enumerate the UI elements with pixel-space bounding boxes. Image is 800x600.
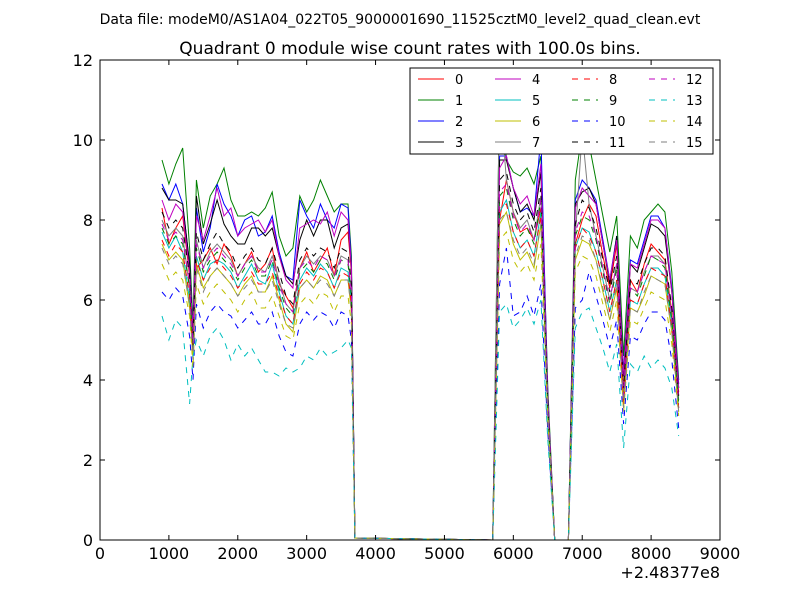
series-line-10 — [161, 247, 680, 541]
series-line-14 — [161, 230, 680, 541]
legend-label-13: 13 — [686, 94, 703, 109]
x-tick-label: 2000 — [217, 544, 258, 563]
series-line-11 — [161, 170, 680, 541]
legend-label-2: 2 — [455, 115, 463, 130]
legend-box — [409, 67, 714, 155]
series-line-1 — [161, 91, 680, 541]
y-tick-label: 12 — [73, 51, 93, 70]
series-line-15 — [161, 210, 680, 541]
legend-label-11: 11 — [609, 136, 626, 151]
legend-label-15: 15 — [686, 136, 703, 151]
series-line-4 — [161, 154, 680, 541]
axes-layer: 0 1000 2000 3000 4000 5000 6000 7000 8000 9000 0 2 4… — [73, 51, 741, 563]
series-line-5 — [161, 198, 680, 541]
series-line-2 — [161, 135, 680, 541]
x-tick-label: 0 — [95, 544, 105, 563]
legend-label-4: 4 — [532, 73, 540, 88]
x-tick-label: 3000 — [286, 544, 327, 563]
legend-label-0: 0 — [455, 73, 463, 88]
legend-label-7: 7 — [532, 136, 540, 151]
suptitle: Data file: modeM0/AS1A04_022T05_90000016… — [100, 12, 701, 28]
legend-label-1: 1 — [455, 94, 463, 109]
legend-label-10: 10 — [609, 115, 626, 130]
legend-label-6: 6 — [532, 115, 540, 130]
legend-label-14: 14 — [686, 115, 703, 130]
x-offset-label: +2.48377e8 — [620, 563, 720, 582]
y-tick-label: 10 — [73, 131, 93, 150]
legend-label-8: 8 — [609, 73, 617, 88]
legend-label-12: 12 — [686, 73, 703, 88]
y-tick-label: 4 — [83, 371, 93, 390]
series-line-3 — [161, 159, 680, 541]
y-tick-label: 6 — [83, 291, 93, 310]
legend-label-3: 3 — [455, 136, 463, 151]
series-layer — [161, 91, 680, 541]
x-tick-label: 5000 — [424, 544, 465, 563]
series-line-7 — [161, 91, 680, 541]
legend-label-9: 9 — [609, 94, 617, 109]
x-tick-label: 1000 — [149, 544, 190, 563]
x-tick-label: 9000 — [700, 544, 741, 563]
y-tick-label: 0 — [83, 531, 93, 550]
x-tick-label: 7000 — [562, 544, 603, 563]
x-tick-label: 4000 — [355, 544, 396, 563]
chart-title: Quadrant 0 module wise count rates with … — [179, 39, 640, 59]
y-tick-label: 2 — [83, 451, 93, 470]
series-line-13 — [161, 299, 680, 541]
series-line-9 — [161, 186, 680, 541]
series-line-12 — [161, 182, 680, 541]
x-tick-label: 6000 — [493, 544, 534, 563]
legend-label-5: 5 — [532, 94, 540, 109]
y-tick-label: 8 — [83, 211, 93, 230]
x-tick-label: 8000 — [631, 544, 672, 563]
